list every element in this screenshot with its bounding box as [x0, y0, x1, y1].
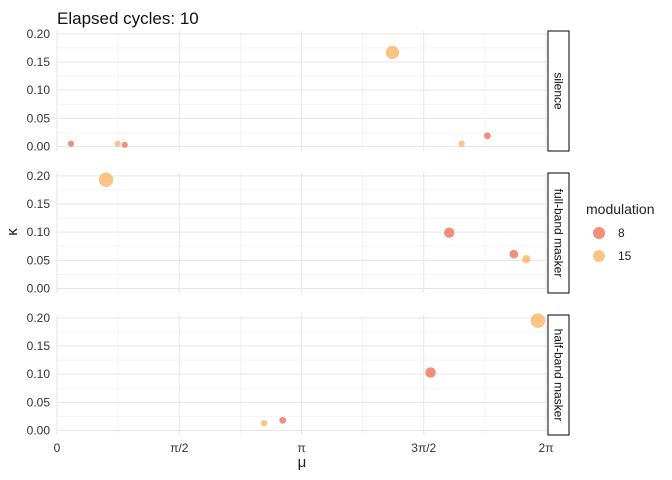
y-tick-label: 0.20 [27, 169, 51, 183]
axis-ticks: 0.00 0.05 0.10 0.15 0.20 0.00 0.05 0.10 0.15 0.20… [27, 27, 554, 455]
data-point [121, 141, 128, 148]
facet-strip [547, 172, 570, 294]
y-axis-title: κ [4, 228, 21, 236]
facet-strip [547, 30, 570, 152]
y-tick-label: 0.15 [27, 339, 51, 353]
legend-swatch [593, 227, 605, 239]
y-tick-label: 0.00 [27, 139, 51, 153]
y-tick-label: 0.15 [27, 197, 51, 211]
y-tick-label: 0.15 [27, 55, 51, 69]
y-tick-label: 0.05 [27, 395, 51, 409]
x-axis-title: μ [298, 454, 307, 471]
data-point [260, 419, 268, 427]
legend-title: modulation [586, 201, 655, 217]
y-tick-label: 0.05 [27, 253, 51, 267]
y-tick-label: 0.20 [27, 27, 51, 41]
data-point [522, 255, 531, 264]
facet-label: silence [552, 72, 566, 110]
legend-swatch [593, 250, 605, 262]
x-tick-label: π/2 [170, 441, 189, 455]
y-tick-label: 0.00 [27, 281, 51, 295]
facet-label: half-band masker [552, 329, 566, 422]
data-point [458, 140, 465, 147]
data-point [425, 367, 436, 378]
facet-label: full-band masker [552, 189, 566, 278]
legend-label: 15 [618, 249, 632, 263]
x-tick-label: 3π/2 [411, 441, 436, 455]
data-point [114, 140, 121, 147]
y-tick-label: 0.10 [27, 83, 51, 97]
data-point [509, 249, 519, 259]
x-tick-label: π [297, 441, 305, 455]
data-point [67, 140, 75, 147]
data-point [444, 227, 455, 238]
facet-strips: silence full-band masker half-band masker [547, 30, 570, 436]
y-tick-label: 0.10 [27, 225, 51, 239]
data-point [385, 45, 400, 60]
y-tick-label: 0.20 [27, 311, 51, 325]
chart-title: Elapsed cycles: 10 [57, 9, 199, 28]
legend-label: 8 [618, 226, 625, 240]
y-tick-label: 0.10 [27, 367, 51, 381]
y-tick-label: 0.05 [27, 111, 51, 125]
gridlines [56, 31, 547, 435]
data-point [279, 416, 287, 424]
data-point [98, 172, 114, 188]
y-tick-label: 0.00 [27, 423, 51, 437]
x-tick-label: 0 [54, 441, 61, 455]
facet-strip [547, 314, 570, 436]
legend-entries: 8 15 [593, 226, 632, 263]
data-point [483, 132, 491, 140]
data-point [530, 313, 546, 328]
data-points [67, 45, 546, 427]
x-tick-label: 2π [539, 441, 554, 455]
legend: modulation 8 15 [586, 201, 655, 263]
